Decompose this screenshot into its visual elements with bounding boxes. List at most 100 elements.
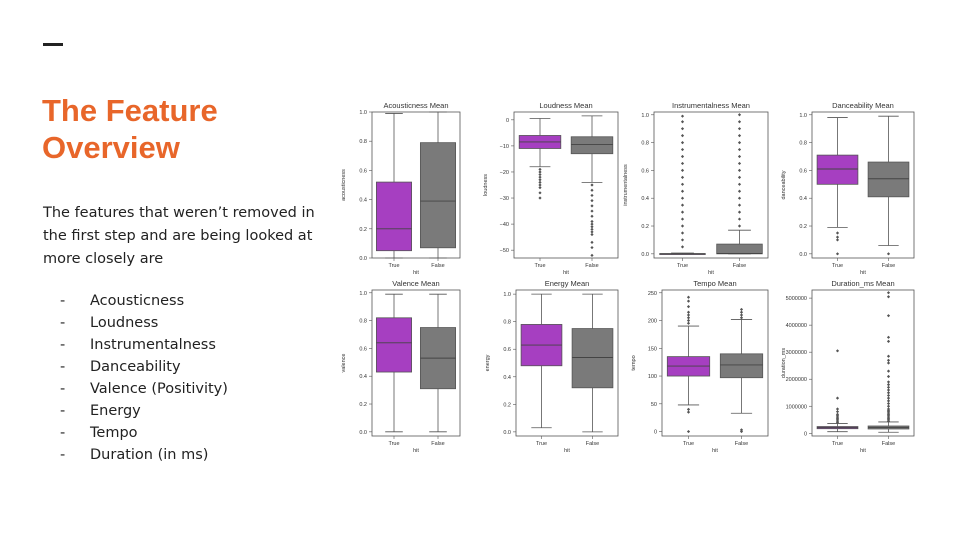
outlier-point bbox=[538, 170, 542, 174]
outlier-point bbox=[886, 252, 891, 256]
feature-label: Tempo bbox=[90, 425, 138, 441]
false-box bbox=[419, 142, 456, 249]
outlier-point bbox=[739, 310, 744, 314]
outlier-point bbox=[739, 307, 744, 312]
outlier-point bbox=[886, 412, 891, 416]
y-tick-label: 200 bbox=[648, 319, 657, 325]
y-tick-label: 50 bbox=[651, 402, 657, 408]
y-tick-label: 0.2 bbox=[641, 224, 649, 230]
chart-title: Danceability Mean bbox=[832, 101, 894, 110]
feature-list: - Acousticness - Loudness - Instrumentalness -… bbox=[60, 290, 228, 466]
y-tick-label: −20 bbox=[500, 170, 509, 176]
outlier-point bbox=[886, 393, 891, 398]
outlier-point bbox=[680, 182, 685, 186]
y-tick-label: 0.6 bbox=[359, 346, 367, 352]
outlier-point bbox=[590, 222, 594, 226]
true-box bbox=[520, 324, 563, 367]
y-tick-label: 0.2 bbox=[799, 224, 807, 230]
outlier-point bbox=[886, 335, 891, 339]
outlier-point bbox=[737, 127, 742, 131]
outlier-point bbox=[538, 172, 542, 177]
outlier-point bbox=[835, 407, 840, 411]
y-tick-label: 0.0 bbox=[359, 430, 367, 436]
y-tick-label: 0.0 bbox=[503, 430, 511, 436]
x-axis-label: hit bbox=[563, 270, 569, 276]
outlier-point bbox=[538, 178, 542, 182]
chart-title: Acousticness Mean bbox=[383, 101, 448, 110]
outlier-point bbox=[886, 354, 891, 358]
feature-item: - Energy bbox=[60, 400, 228, 422]
outlier-point bbox=[737, 161, 742, 166]
outlier-point bbox=[538, 186, 542, 190]
outlier-point bbox=[737, 134, 742, 138]
y-tick-label: −50 bbox=[500, 248, 509, 254]
outlier-point bbox=[737, 147, 742, 152]
outlier-point bbox=[886, 369, 891, 373]
outlier-point bbox=[835, 418, 840, 422]
bullet-dash: - bbox=[60, 425, 66, 441]
x-tick-label: True bbox=[832, 263, 843, 269]
y-tick-label: 0.8 bbox=[359, 139, 367, 145]
outlier-point bbox=[886, 339, 891, 343]
feature-item: - Duration (in ms) bbox=[60, 444, 228, 466]
y-axis-label: loudness bbox=[483, 174, 489, 196]
outlier-point bbox=[686, 321, 691, 325]
outlier-point bbox=[590, 227, 594, 231]
x-tick-label: True bbox=[536, 441, 547, 447]
outlier-point bbox=[886, 383, 891, 387]
outlier-point bbox=[835, 416, 840, 421]
outlier-point bbox=[886, 291, 891, 295]
outlier-point bbox=[680, 127, 685, 131]
outlier-point bbox=[739, 316, 744, 320]
false-box bbox=[419, 327, 456, 390]
y-tick-label: 0.0 bbox=[641, 252, 649, 258]
false-box bbox=[716, 243, 763, 255]
y-tick-label: 0.8 bbox=[799, 141, 807, 147]
plot-frame bbox=[811, 111, 915, 259]
true-box bbox=[816, 154, 859, 185]
y-tick-label: −40 bbox=[500, 222, 509, 228]
x-tick-label: False bbox=[431, 441, 444, 447]
outlier-point bbox=[886, 410, 891, 414]
outlier-point bbox=[739, 313, 744, 317]
bullet-dash: - bbox=[60, 337, 66, 353]
y-tick-label: 0.4 bbox=[503, 375, 511, 381]
x-tick-label: False bbox=[586, 441, 599, 447]
outlier-point bbox=[686, 313, 691, 317]
outlier-point bbox=[737, 140, 742, 145]
outlier-point bbox=[590, 193, 594, 198]
bullet-dash: - bbox=[60, 447, 66, 463]
outlier-point bbox=[886, 380, 891, 384]
outlier-point bbox=[886, 295, 891, 299]
outlier-point bbox=[835, 349, 840, 353]
chart-title: Loudness Mean bbox=[539, 101, 592, 110]
outlier-point bbox=[835, 415, 840, 419]
outlier-point bbox=[680, 217, 685, 221]
outlier-point bbox=[680, 120, 685, 124]
outlier-point bbox=[886, 419, 891, 423]
feature-item: - Acousticness bbox=[60, 290, 228, 312]
boxplot-panel: Tempo Mean 0 50 100 150 200 250 tempo hit True Fal… bbox=[631, 279, 769, 454]
feature-label: Danceability bbox=[90, 359, 181, 375]
outlier-point bbox=[680, 224, 685, 228]
feature-item: - Valence (Positivity) bbox=[60, 378, 228, 400]
x-tick-label: False bbox=[735, 441, 748, 447]
outlier-point bbox=[886, 361, 891, 365]
feature-item: - Tempo bbox=[60, 422, 228, 444]
boxplot-panel: Danceability Mean 0.0 0.2 0.4 0.6 0.8 1.0 dance… bbox=[781, 101, 915, 276]
outlier-point bbox=[835, 420, 840, 425]
outlier-point bbox=[835, 252, 840, 256]
outlier-point bbox=[680, 134, 685, 138]
slide-title-line1: The Feature bbox=[42, 93, 218, 128]
y-tick-label: 0.4 bbox=[641, 196, 649, 202]
outlier-point bbox=[886, 399, 891, 403]
y-tick-label: 0.2 bbox=[359, 402, 367, 408]
outlier-point bbox=[680, 238, 685, 242]
outlier-point bbox=[737, 217, 742, 221]
plot-frame bbox=[811, 289, 915, 437]
plot-frame bbox=[371, 111, 461, 259]
y-tick-label: 0 bbox=[654, 430, 657, 436]
outlier-point bbox=[686, 407, 691, 411]
boxplot-panel: Valence Mean 0.0 0.2 0.4 0.6 0.8 1.0 valence hit… bbox=[341, 279, 461, 454]
outlier-point bbox=[680, 196, 685, 200]
